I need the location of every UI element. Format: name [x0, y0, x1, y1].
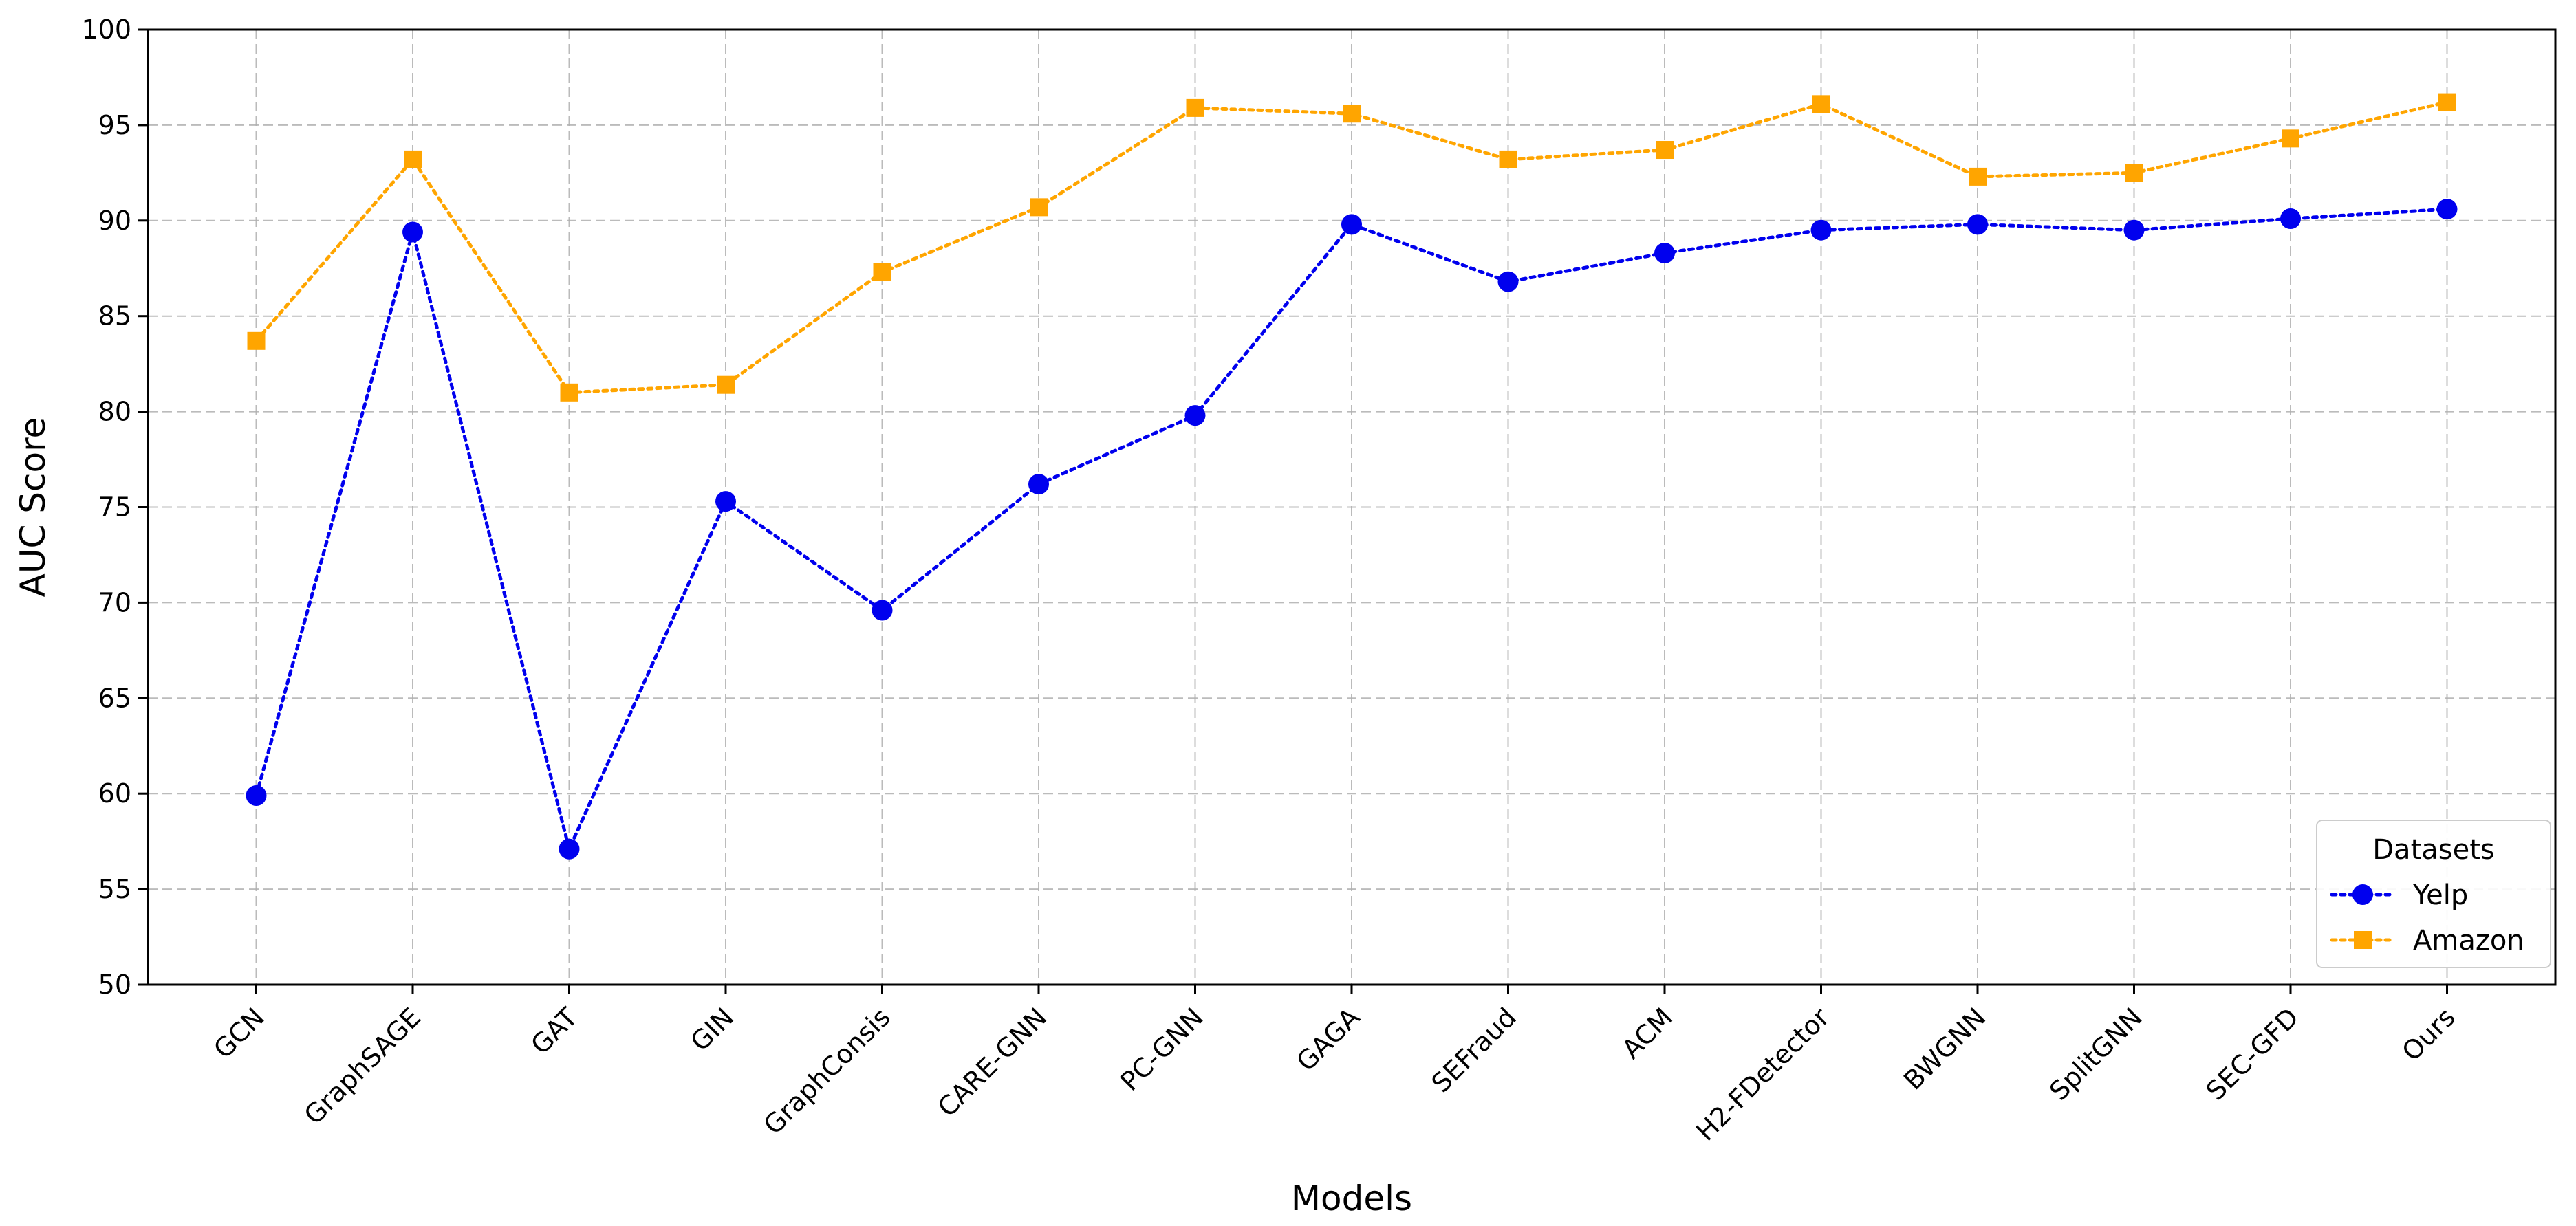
x-tick-label: Ours [2396, 1002, 2461, 1066]
x-tick-label: H2-FDetector [1690, 1002, 1835, 1147]
y-tick-label: 95 [98, 110, 131, 140]
x-tick-label: ACM [1616, 1002, 1678, 1064]
data-point-yelp [2123, 219, 2145, 241]
data-point-yelp [2436, 199, 2458, 220]
data-point-amazon [1186, 98, 1204, 117]
y-tick-label: 55 [98, 874, 131, 904]
series-amazon [247, 93, 2456, 402]
x-tick-label: SEC-GFD [2200, 1002, 2305, 1106]
x-tick-label: CARE-GNN [932, 1002, 1053, 1123]
legend-label-amazon: Amazon [2413, 925, 2524, 956]
x-tick-label: GAGA [1290, 1002, 1365, 1077]
data-point-amazon [2125, 164, 2143, 182]
data-point-yelp [559, 838, 580, 860]
data-point-amazon [1812, 95, 1830, 113]
y-tick-label: 65 [98, 683, 131, 713]
x-tick-label: PC-GNN [1114, 1002, 1209, 1097]
y-axis-ticks: 50 55 60 65 70 75 80 85 90 95 100 [81, 14, 148, 1000]
data-point-amazon [1656, 141, 1674, 160]
legend-marker-yelp [2352, 884, 2373, 905]
data-point-yelp [715, 491, 736, 512]
grid [148, 29, 2555, 985]
data-point-amazon [1343, 105, 1361, 123]
data-point-yelp [872, 600, 893, 621]
x-axis-title: Models [1291, 1179, 1412, 1218]
y-tick-label: 60 [98, 778, 131, 809]
legend-entry-amazon: Amazon [2330, 925, 2524, 956]
data-point-amazon [1499, 150, 1517, 168]
data-point-amazon [2438, 93, 2456, 111]
legend-entry-yelp: Yelp [2330, 879, 2468, 911]
data-point-amazon [247, 331, 266, 350]
y-tick-label: 50 [98, 970, 131, 1000]
x-tick-label: GCN [208, 1002, 270, 1064]
data-point-amazon [1030, 198, 1048, 217]
data-point-yelp [1184, 405, 1206, 426]
x-tick-label: GraphSAGE [299, 1002, 427, 1130]
y-tick-label: 70 [98, 587, 131, 617]
data-point-yelp [2280, 208, 2301, 230]
legend-marker-amazon [2354, 931, 2372, 949]
y-axis-title: AUC Score [13, 417, 53, 598]
y-tick-label: 75 [98, 492, 131, 523]
legend: Datasets Yelp Amazon [2316, 820, 2551, 968]
data-point-yelp [1497, 271, 1519, 292]
x-tick-label: GraphConsis [758, 1002, 896, 1140]
data-point-yelp [1810, 219, 1832, 241]
legend-label-yelp: Yelp [2412, 879, 2468, 911]
data-point-yelp [402, 221, 423, 243]
x-tick-label: SplitGNN [2044, 1002, 2148, 1106]
x-tick-label: BWGNN [1898, 1002, 1991, 1095]
legend-entries: Yelp Amazon [2330, 879, 2524, 956]
data-point-amazon [560, 383, 578, 402]
data-point-amazon [404, 150, 422, 168]
plot-frame [147, 28, 2557, 986]
y-tick-label: 100 [81, 14, 131, 45]
y-tick-label: 80 [98, 397, 131, 427]
x-tick-label: GAT [525, 1002, 583, 1060]
y-tick-label: 90 [98, 206, 131, 236]
legend-title: Datasets [2372, 834, 2494, 866]
x-tick-label: GIN [684, 1002, 739, 1057]
data-point-yelp [1654, 243, 1675, 264]
data-point-amazon [1969, 167, 1987, 186]
data-point-amazon [717, 375, 735, 394]
series-yelp [246, 199, 2458, 860]
x-axis-ticks: GCN GraphSAGE GAT GIN GraphConsis CARE-GNN PC-… [208, 985, 2461, 1147]
data-point-yelp [1341, 214, 1362, 235]
legend-box [2316, 820, 2551, 968]
data-point-yelp [1967, 214, 1988, 235]
data-point-yelp [1028, 474, 1049, 495]
data-point-yelp [246, 785, 267, 806]
x-tick-label: SEFraud [1426, 1002, 1522, 1098]
y-tick-label: 85 [98, 301, 131, 331]
data-point-amazon [2282, 129, 2299, 148]
series-layer [246, 93, 2458, 860]
data-point-amazon [873, 263, 891, 281]
